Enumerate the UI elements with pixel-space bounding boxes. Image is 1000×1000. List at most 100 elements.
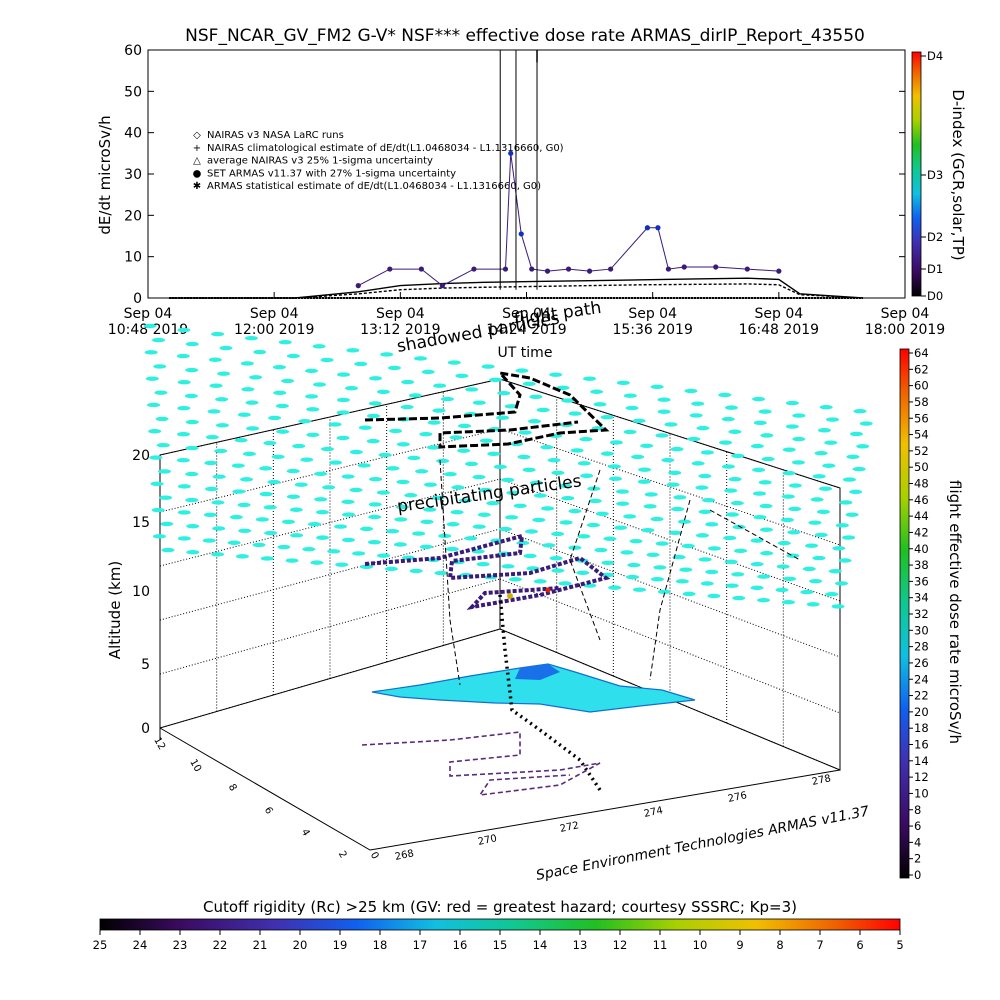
particle-dash [298,418,312,424]
cutoff-rigidity-map [371,663,696,713]
bottom-tick-label: 17 [413,938,428,952]
hotspot-yellow [507,593,513,599]
particle-dash [487,451,501,457]
particle-dash [859,421,873,426]
particle-dash [731,453,745,458]
particle-dash [238,528,252,533]
particle-dash [209,383,223,388]
particle-dash [322,485,336,490]
particle-dash [533,493,547,498]
particle-dash [464,536,478,541]
particle-dash [508,577,522,582]
particle-dash [386,466,400,471]
particle-dash [384,566,398,572]
particle-dash [825,592,839,597]
particle-dash [650,384,664,390]
particle-dash [409,568,423,574]
particle-dash [244,335,258,341]
bottom-tick-label: 21 [253,938,268,952]
particle-dash [432,408,446,413]
particle-dash [177,510,191,515]
bottom-tick-label: 13 [573,938,588,952]
particle-dash [549,372,563,377]
particle-dash [451,485,465,490]
particle-dash [752,396,766,402]
particle-dash [551,470,565,475]
particle-dash [479,438,493,443]
legend-label: ARMAS statistical estimate of dE/dt(L1.0… [207,181,541,192]
particle-dash [423,482,437,487]
particle-dash [203,512,217,517]
dose-tick-label: 0 [914,868,921,882]
particle-dash [486,500,500,506]
particle-dash [724,488,738,493]
particle-dash [472,474,486,480]
particle-dash [376,490,390,495]
particle-dash [616,380,630,385]
dose-colorbar-label: flight effective dose rate microSv/h [946,480,964,744]
particle-dash [341,499,355,505]
particle-dash [490,538,504,543]
bottom-tick-label: 23 [173,938,188,952]
particle-dash [286,468,300,474]
particle-dash [594,547,608,553]
particle-dash [357,463,371,468]
particle-dash [655,433,669,438]
particle-dash [695,533,709,538]
particle-dash [583,376,597,381]
dose-tick-label: 38 [914,558,929,572]
particle-dash [601,572,615,578]
series-line-1 [169,283,863,299]
series-point [518,231,524,237]
particle-dash [691,401,705,406]
particle-dash [159,495,173,500]
particle-dash [583,583,597,588]
particle-dash [650,516,664,522]
series-point [387,266,393,272]
particle-dash [835,523,849,528]
particle-dash [366,438,380,444]
particle-dash [177,327,191,333]
particle-dash [673,495,687,500]
dose-tick-label: 18 [914,721,929,735]
particle-dash [496,415,510,420]
drop-lines-right [649,499,801,681]
particle-dash [760,433,774,438]
particle-dash [215,397,229,402]
particle-dash [229,514,243,520]
bottom-tick-label: 5 [896,938,903,952]
particle-dash [505,515,519,520]
particle-dash [271,454,285,459]
particle-dash [631,454,645,460]
particle-dash [761,456,775,462]
particle-dash [536,407,550,413]
particle-dash [155,416,169,422]
particle-dash [368,514,382,520]
particle-dash [568,508,582,514]
cutoff-rigidity-core [515,664,560,680]
particle-dash [568,411,582,416]
particle-dash [404,493,418,498]
legend: ◇ NAIRAS v3 NASA LaRC runs + NAIRAS climato… [193,130,564,192]
particle-dash [498,526,512,532]
particle-dash [231,463,245,468]
particle-dash [522,467,536,473]
particle-dash [185,471,199,477]
particle-dash [185,367,199,373]
particle-dash [707,593,721,599]
particle-dash [237,412,251,417]
floor-left-tick-label: 2 [336,849,349,860]
particle-dash [366,413,380,419]
particle-dash [626,574,640,580]
dose-tick-label: 6 [914,819,921,833]
particle-dash [393,542,407,547]
particle-dash [150,481,164,486]
particle-dash [207,409,221,414]
particle-dash [849,489,863,495]
particle-dash [822,463,836,468]
particle-dash [419,431,433,437]
particle-dash [433,383,447,388]
particle-dash [760,551,774,556]
particle-dash [561,398,575,403]
particle-dash [524,529,538,534]
